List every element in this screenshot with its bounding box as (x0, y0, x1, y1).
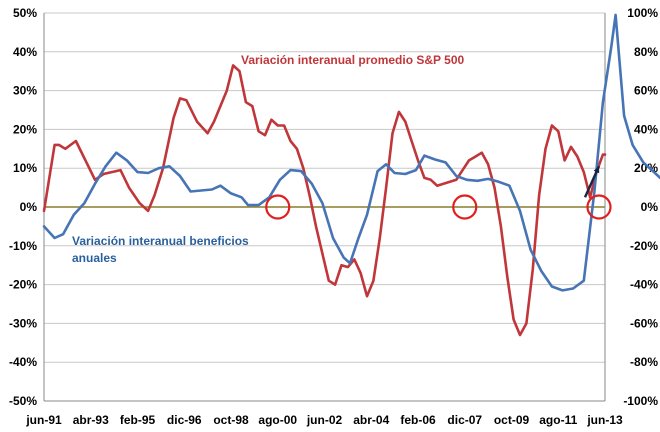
right-axis-ticks: 100%80%60%40%20%0%-20%-40%-60%-80%-100% (623, 6, 658, 408)
highlight-circle (265, 194, 291, 220)
left-tick-label: 0% (20, 200, 38, 214)
right-tick-label: 80% (634, 45, 658, 59)
x-tick-label: dic-96 (167, 413, 202, 427)
left-tick-label: 30% (13, 84, 37, 98)
markers-layer (265, 165, 612, 220)
right-tick-label: 40% (634, 122, 658, 136)
x-tick-label: jun-02 (306, 413, 343, 427)
trend-arrow-head (593, 166, 600, 174)
series-line-sp500 (42, 64, 607, 337)
left-tick-label: 40% (13, 45, 37, 59)
x-tick-label: oct-98 (213, 413, 249, 427)
x-tick-label: abr-93 (73, 413, 109, 427)
right-tick-label: 60% (634, 84, 658, 98)
left-tick-label: 50% (13, 6, 37, 20)
right-tick-label: 0% (641, 200, 659, 214)
x-tick-label: ago-11 (539, 413, 577, 427)
left-tick-label: 10% (13, 161, 37, 175)
left-tick-label: -10% (9, 239, 37, 253)
right-tick-label: -80% (630, 355, 658, 369)
earnings-annotation-line1: Variación interanual beneficios (72, 234, 249, 248)
x-tick-label: oct-09 (494, 413, 530, 427)
highlight-circle (452, 194, 478, 220)
x-tick-label: ago-00 (258, 413, 297, 427)
x-tick-label: feb-06 (400, 413, 436, 427)
left-tick-label: -50% (9, 394, 37, 408)
series-layer (42, 13, 660, 337)
left-tick-label: 20% (13, 122, 37, 136)
x-tick-label: feb-95 (120, 413, 156, 427)
sp500-annotation: Variación interanual promedio S&P 500 (241, 53, 465, 67)
x-tick-label: jun-13 (586, 413, 623, 427)
x-tick-label: abr-04 (353, 413, 389, 427)
right-tick-label: -100% (623, 394, 658, 408)
earnings-annotation-line2: anuales (72, 251, 117, 265)
right-tick-label: 100% (627, 6, 658, 20)
highlight-circle (586, 194, 612, 220)
x-axis-ticks: jun-91 abr-93 feb-95 dic-96 oct-98 ago-00 jun-… (25, 413, 623, 427)
left-tick-label: -20% (9, 278, 37, 292)
left-axis-ticks: 50% 40% 30% 20% 10% 0% -10% -20% -30% -40% -50% (9, 6, 37, 408)
x-tick-label: dic-07 (447, 413, 482, 427)
right-tick-label: -20% (630, 239, 658, 253)
left-tick-label: -40% (9, 355, 37, 369)
left-tick-label: -30% (9, 316, 37, 330)
right-tick-label: -60% (630, 316, 658, 330)
right-tick-label: -40% (630, 278, 658, 292)
x-tick-label: jun-91 (25, 413, 62, 427)
series-line-earnings (42, 13, 660, 292)
